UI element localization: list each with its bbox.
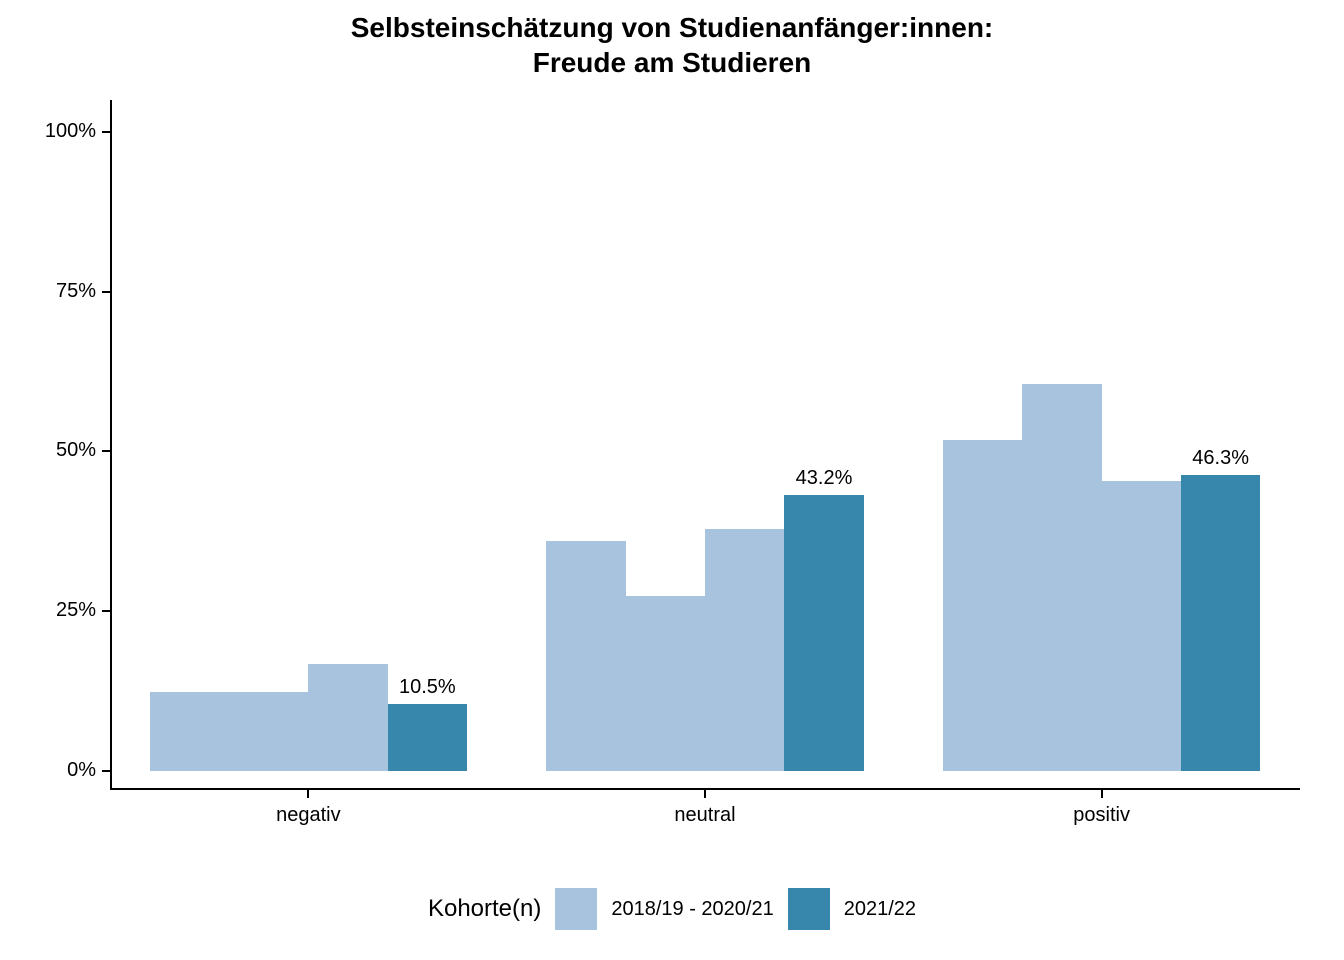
plot-area: 0%25%50%75%100%negativ10.5%neutral43.2%p… <box>110 100 1300 790</box>
legend-swatch <box>788 888 830 930</box>
x-tick-label: negativ <box>208 804 408 827</box>
bar <box>229 692 308 771</box>
bar-value-label: 46.3% <box>1161 447 1281 470</box>
bar <box>1181 475 1260 771</box>
bar <box>1102 481 1181 771</box>
x-tick <box>307 790 309 798</box>
bar <box>388 704 467 771</box>
bar <box>1022 384 1101 771</box>
bar <box>150 692 229 771</box>
y-axis <box>110 100 112 790</box>
legend-item-label: 2018/19 - 2020/21 <box>611 898 773 921</box>
legend: Kohorte(n) 2018/19 - 2020/21 2021/22 <box>0 888 1344 930</box>
y-tick-label: 100% <box>16 120 96 143</box>
legend-title: Kohorte(n) <box>428 895 541 923</box>
y-tick <box>102 131 110 133</box>
x-tick <box>704 790 706 798</box>
y-tick-label: 25% <box>16 599 96 622</box>
x-tick <box>1101 790 1103 798</box>
y-tick <box>102 291 110 293</box>
chart-title-line1: Selbsteinschätzung von Studienanfänger:i… <box>0 10 1344 45</box>
y-tick <box>102 770 110 772</box>
y-tick-label: 50% <box>16 439 96 462</box>
legend-swatch <box>555 888 597 930</box>
bar <box>626 596 705 770</box>
chart-title: Selbsteinschätzung von Studienanfänger:i… <box>0 10 1344 80</box>
legend-item-label: 2021/22 <box>844 898 916 921</box>
chart-container: Selbsteinschätzung von Studienanfänger:i… <box>0 0 1344 960</box>
bar <box>546 541 625 770</box>
y-tick <box>102 610 110 612</box>
bar <box>705 529 784 771</box>
y-tick <box>102 450 110 452</box>
bar-value-label: 10.5% <box>367 676 487 699</box>
x-tick-label: neutral <box>605 804 805 827</box>
x-tick-label: positiv <box>1002 804 1202 827</box>
y-tick-label: 0% <box>16 759 96 782</box>
chart-title-line2: Freude am Studieren <box>0 45 1344 80</box>
y-tick-label: 75% <box>16 280 96 303</box>
bar-value-label: 43.2% <box>764 467 884 490</box>
bar <box>784 495 863 771</box>
bar <box>943 440 1022 771</box>
